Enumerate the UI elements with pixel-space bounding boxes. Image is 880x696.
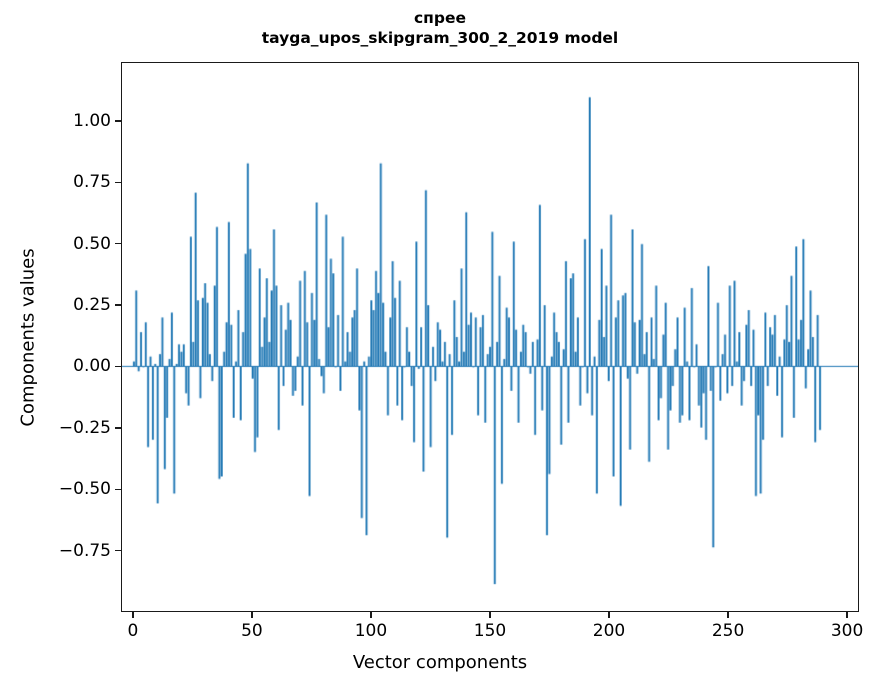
y-tick-label: 0.50 — [73, 233, 111, 254]
x-tick-label: 250 — [711, 621, 745, 641]
y-tick-label: 1.00 — [73, 110, 111, 131]
y-axis-label: Components values — [17, 247, 39, 427]
x-tick-label: 150 — [473, 621, 507, 641]
x-tick-label: 0 — [127, 621, 139, 641]
bar-series-canvas — [122, 63, 858, 611]
y-tick-label: −0.25 — [58, 417, 111, 438]
x-tick-mark — [846, 612, 848, 618]
y-tick-label: 0.00 — [73, 356, 111, 377]
x-tick-mark — [132, 612, 134, 618]
y-tick-label: 0.75 — [73, 172, 111, 193]
chart-title-line-2: tayga_upos_skipgram_300_2_2019 model — [261, 29, 619, 47]
x-tick-mark — [727, 612, 729, 618]
chart-title: спрее tayga_upos_skipgram_300_2_2019 mod… — [0, 8, 880, 48]
x-tick-mark — [370, 612, 372, 618]
x-tick-mark — [489, 612, 491, 618]
y-tick-label: −0.50 — [58, 479, 111, 500]
x-tick-label: 50 — [241, 621, 263, 641]
chart-title-line-1: спрее — [413, 9, 467, 27]
y-tick-label: 0.25 — [73, 295, 111, 316]
x-tick-mark — [608, 612, 610, 618]
x-tick-mark — [251, 612, 253, 618]
x-tick-label: 200 — [592, 621, 626, 641]
x-axis-label: Vector components — [352, 652, 528, 673]
x-tick-label: 300 — [830, 621, 864, 641]
x-tick-label: 100 — [354, 621, 388, 641]
plot-area — [121, 62, 859, 612]
y-tick-label: −0.75 — [58, 540, 111, 561]
